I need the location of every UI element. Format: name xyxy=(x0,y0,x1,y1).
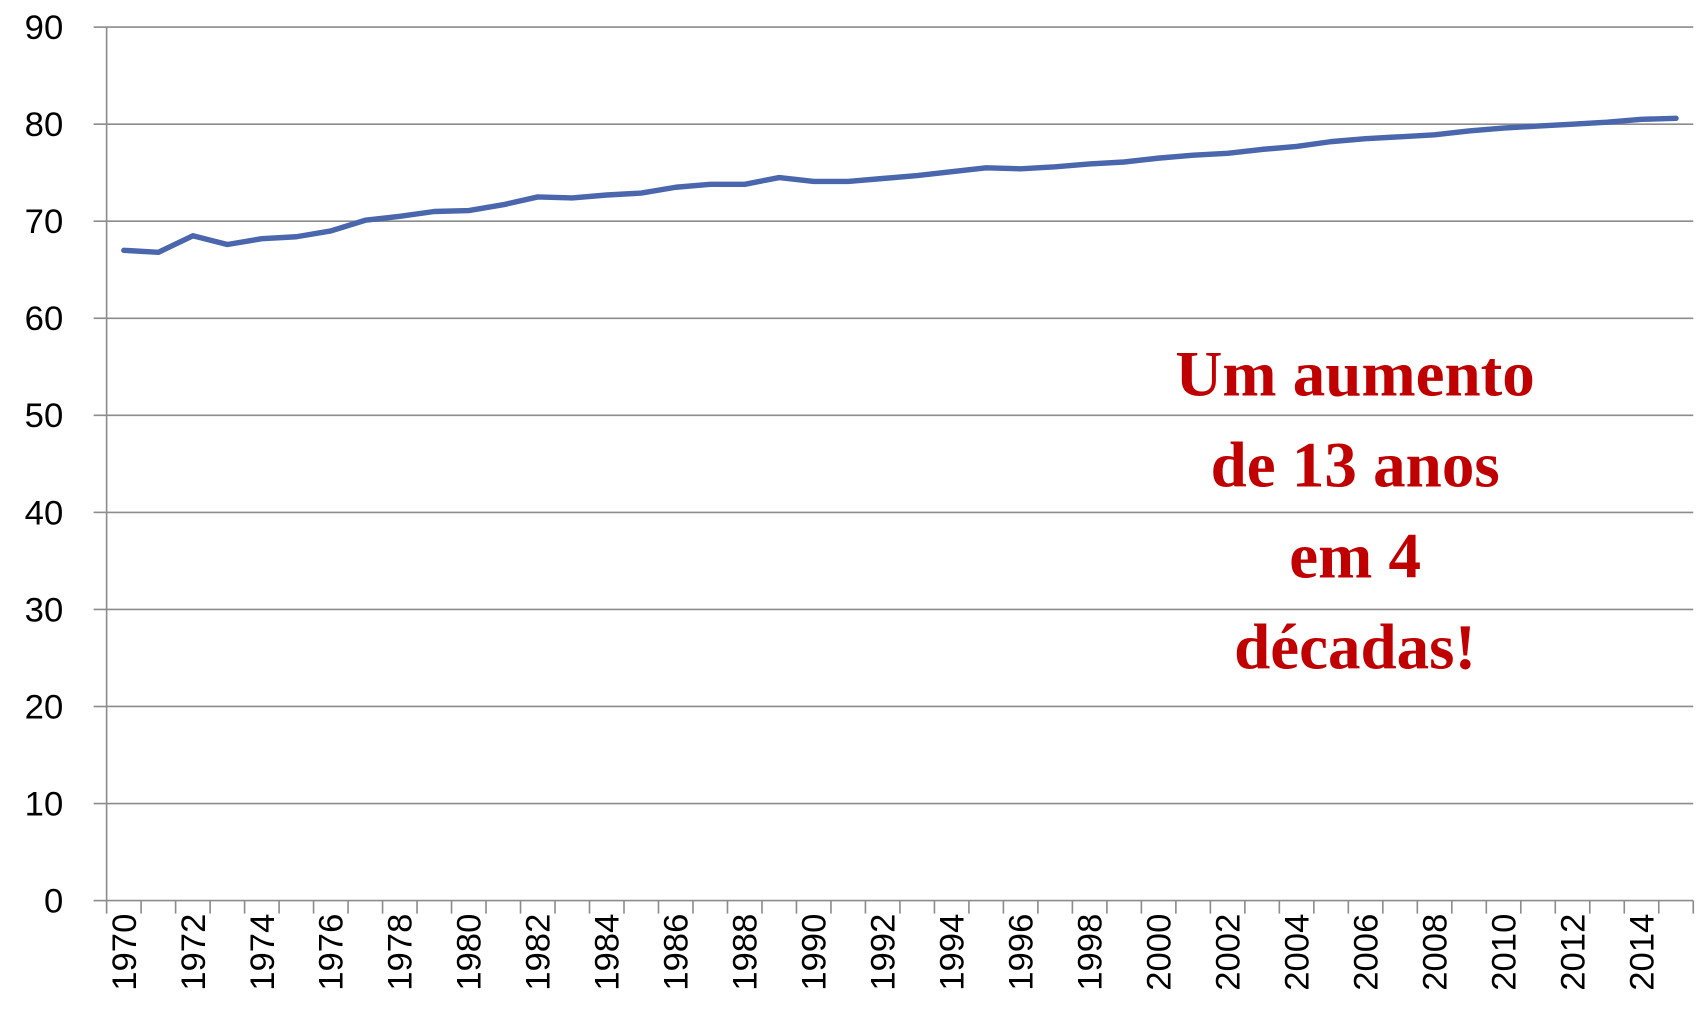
x-tick-label: 1970 xyxy=(106,914,144,991)
y-tick-label: 80 xyxy=(25,106,64,144)
x-tick-label: 1990 xyxy=(796,914,834,991)
annotation: Um aumento xyxy=(1175,339,1534,411)
x-tick-label: 1996 xyxy=(1003,914,1041,991)
y-tick-label: 20 xyxy=(25,688,64,726)
annotation: de 13 anos xyxy=(1211,430,1500,502)
x-tick-label: 2006 xyxy=(1348,914,1386,991)
x-tick-label: 1998 xyxy=(1072,914,1110,991)
x-tick-label: 1984 xyxy=(589,914,627,991)
y-tick-label: 70 xyxy=(25,203,64,241)
annotation: em 4 xyxy=(1289,521,1421,593)
x-tick-label: 1986 xyxy=(658,914,696,991)
x-tick-label: 1980 xyxy=(451,914,489,991)
annotation: décadas! xyxy=(1234,612,1476,684)
x-tick-label: 2012 xyxy=(1554,914,1592,991)
x-tick-label: 2004 xyxy=(1279,914,1317,991)
x-tick-label: 1974 xyxy=(244,914,282,991)
x-tick-label: 2014 xyxy=(1623,914,1661,991)
y-tick-label: 40 xyxy=(25,494,64,532)
x-tick-label: 1994 xyxy=(934,914,972,991)
y-tick-label: 50 xyxy=(25,397,64,435)
y-tick-label: 10 xyxy=(25,785,64,823)
x-tick-label: 2008 xyxy=(1416,914,1454,991)
x-tick-label: 1992 xyxy=(865,914,903,991)
x-tick-label: 1988 xyxy=(727,914,765,991)
y-tick-label: 60 xyxy=(25,300,64,338)
y-tick-label: 30 xyxy=(25,591,64,629)
x-tick-label: 2010 xyxy=(1485,914,1523,991)
x-tick-label: 2000 xyxy=(1141,914,1179,991)
x-tick-label: 1976 xyxy=(313,914,351,991)
x-tick-label: 1972 xyxy=(175,914,213,991)
x-tick-label: 1978 xyxy=(382,914,420,991)
x-tick-label: 2002 xyxy=(1210,914,1248,991)
y-tick-label: 0 xyxy=(44,883,63,921)
y-tick-label: 90 xyxy=(25,9,64,47)
line-series xyxy=(121,115,1679,255)
x-tick-label: 1982 xyxy=(520,914,558,991)
